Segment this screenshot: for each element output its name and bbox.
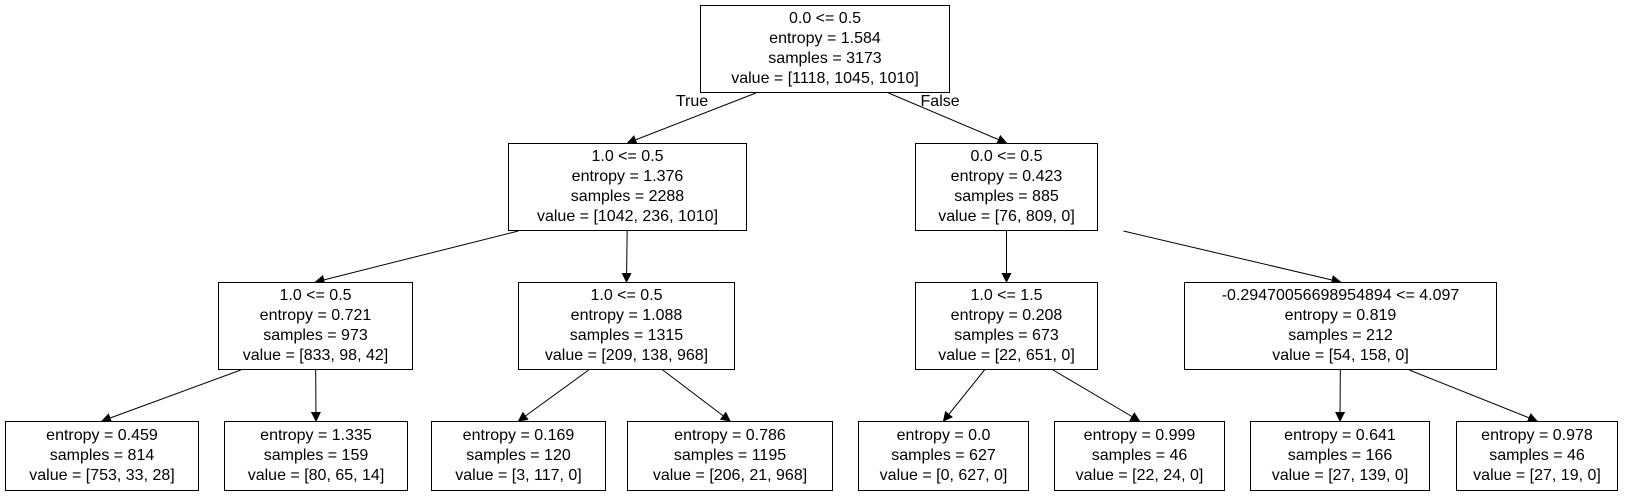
leaf-node-n9: entropy = 0.169 samples = 120 value = [3, …: [431, 421, 606, 491]
node-line: value = [22, 651, 0]: [938, 347, 1075, 364]
node-line: samples = 212: [1288, 327, 1393, 344]
leaf-node-n14: entropy = 0.978 samples = 46 value = [27, …: [1456, 421, 1618, 491]
node-line: entropy = 0.999: [1083, 427, 1196, 444]
node-line: entropy = 1.335: [260, 427, 372, 444]
node-line: entropy = 0.459: [46, 427, 158, 444]
leaf-node-n7: entropy = 0.459 samples = 814 value = [753…: [5, 421, 199, 491]
split-node-n0: 0.0 <= 0.5 entropy = 1.584 samples = 3173 v…: [700, 5, 950, 93]
edge-n0-n1: [626, 92, 757, 145]
node-line: value = [27, 139, 0]: [1271, 467, 1409, 484]
edge-label-false: False: [920, 93, 960, 110]
node-line: entropy = 0.0: [896, 427, 991, 444]
leaf-node-n8: entropy = 1.335 samples = 159 value = [80,…: [224, 421, 408, 491]
node-line: entropy = 0.641: [1284, 427, 1396, 444]
node-line: -0.29470056698954894 <= 4.097: [1221, 287, 1460, 304]
node-line: value = [54, 158, 0]: [1272, 347, 1409, 364]
node-line: entropy = 0.721: [259, 307, 372, 324]
node-line: entropy = 0.978: [1481, 427, 1593, 444]
node-line: value = [3, 117, 0]: [455, 467, 582, 484]
edge-n4-n10: [662, 369, 731, 422]
node-line: entropy = 0.208: [950, 307, 1063, 324]
node-line: entropy = 0.169: [462, 427, 575, 444]
node-line: value = [1118, 1045, 1010]: [731, 70, 919, 87]
node-line: 0.0 <= 0.5: [788, 10, 862, 27]
node-line: value = [206, 21, 968]: [652, 467, 808, 484]
split-node-n1: 1.0 <= 0.5 entropy = 1.376 samples = 2288 v…: [508, 143, 747, 231]
node-line: samples = 120: [466, 447, 571, 464]
node-line: value = [0, 627, 0]: [879, 467, 1008, 484]
node-line: entropy = 0.819: [1284, 307, 1397, 324]
edge-n5-n11: [942, 369, 985, 422]
node-line: value = [1042, 236, 1010]: [536, 208, 719, 225]
node-line: entropy = 1.376: [571, 168, 684, 185]
edge-n1-n3: [314, 230, 519, 285]
node-line: 0.0 <= 0.5: [970, 148, 1043, 165]
node-line: samples = 627: [891, 447, 996, 464]
split-node-n4: 1.0 <= 0.5 entropy = 1.088 samples = 1315 v…: [518, 282, 735, 370]
edge-n6-n14: [1409, 369, 1538, 423]
leaf-node-n13: entropy = 0.641 samples = 166 value = [27,…: [1250, 421, 1430, 491]
split-node-n2: 0.0 <= 0.5 entropy = 0.423 samples = 885 va…: [915, 143, 1098, 231]
node-line: value = [80, 65, 14]: [247, 467, 385, 484]
split-node-n3: 1.0 <= 0.5 entropy = 0.721 samples = 973 va…: [218, 282, 413, 370]
node-line: samples = 1195: [673, 447, 787, 464]
node-line: samples = 166: [1287, 447, 1393, 464]
edge-n5-n12: [1052, 369, 1141, 422]
node-line: value = [209, 138, 968]: [544, 347, 709, 364]
leaf-node-n11: entropy = 0.0 samples = 627 value = [0, 62…: [858, 421, 1029, 491]
node-line: entropy = 1.088: [570, 307, 683, 324]
node-line: samples = 885: [954, 188, 1059, 205]
edge-n1-n4: [621, 230, 632, 283]
edge-n0-n2: [888, 92, 1008, 145]
leaf-node-n12: entropy = 0.999 samples = 46 value = [22, …: [1054, 421, 1225, 491]
node-line: entropy = 1.584: [769, 30, 881, 47]
edge-label-true: True: [675, 93, 709, 110]
node-line: samples = 673: [954, 327, 1059, 344]
edge-n2-n6: [1123, 230, 1342, 285]
node-line: value = [22, 24, 0]: [1075, 467, 1204, 484]
node-line: value = [833, 98, 42]: [242, 347, 389, 364]
node-line: samples = 3173: [768, 50, 882, 67]
leaf-node-n10: entropy = 0.786 samples = 1195 value = [20…: [627, 421, 833, 491]
node-line: samples = 46: [1091, 447, 1188, 464]
node-line: 1.0 <= 0.5: [590, 287, 663, 304]
edge-n4-n9: [517, 369, 589, 422]
edge-n3-n7: [101, 369, 241, 423]
split-node-n6: -0.29470056698954894 <= 4.097 entropy = 0…: [1184, 282, 1497, 370]
node-line: samples = 1315: [569, 327, 684, 344]
node-line: samples = 2288: [570, 188, 685, 205]
node-line: samples = 46: [1489, 447, 1585, 464]
node-line: samples = 159: [263, 447, 369, 464]
node-line: 1.0 <= 1.5: [970, 287, 1043, 304]
node-line: 1.0 <= 0.5: [279, 287, 352, 304]
node-line: value = [76, 809, 0]: [938, 208, 1075, 225]
node-line: entropy = 0.423: [950, 168, 1063, 185]
node-line: value = [27, 19, 0]: [1473, 467, 1601, 484]
node-line: 1.0 <= 0.5: [591, 148, 664, 165]
node-line: samples = 814: [49, 447, 155, 464]
split-node-n5: 1.0 <= 1.5 entropy = 0.208 samples = 673 va…: [915, 282, 1098, 370]
node-line: samples = 973: [263, 327, 368, 344]
node-line: value = [753, 33, 28]: [29, 467, 175, 484]
node-line: entropy = 0.786: [674, 427, 786, 444]
